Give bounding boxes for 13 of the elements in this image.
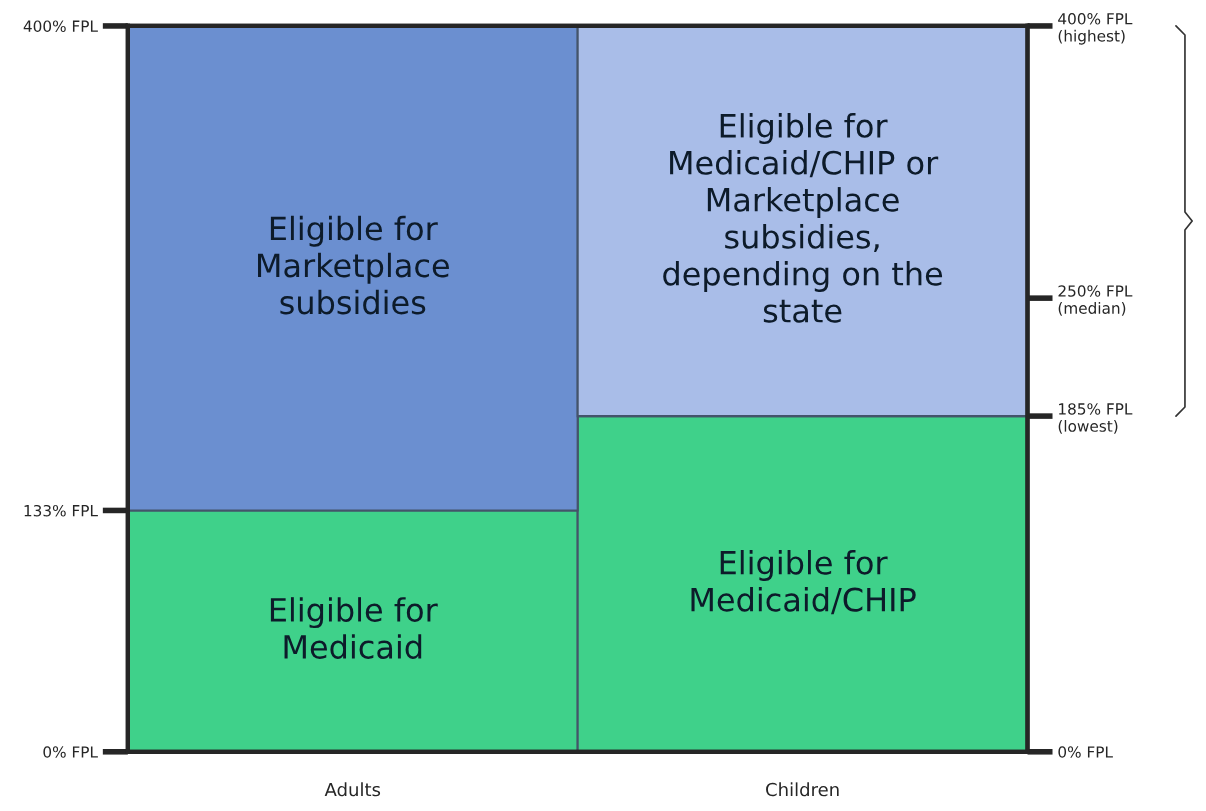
series-label: Eligible for Marketplace subsidies	[258, 215, 449, 315]
series-label: Eligible for Medicaid/CHIP or Marketplace subsidies, depending on the state	[663, 113, 943, 323]
y2-tick-label: 250% FPL (median)	[1058, 285, 1133, 316]
y2-tick-label: 185% FPL (lowest)	[1058, 403, 1133, 434]
series-label: Eligible for Medicaid/CHIP	[691, 549, 916, 615]
y-tick-label: 400% FPL	[23, 20, 98, 32]
x-tick-label: Adults	[324, 782, 381, 797]
y2-tick-label: 400% FPL (highest)	[1058, 13, 1133, 45]
y-tick-label: 0% FPL	[43, 746, 98, 758]
series-label: Eligible for Medicaid	[270, 597, 438, 659]
y-tick-label: 133% FPL	[24, 504, 98, 517]
x-tick-label: Children	[766, 782, 839, 797]
y2-tick-label: 0% FPL	[1058, 746, 1113, 758]
